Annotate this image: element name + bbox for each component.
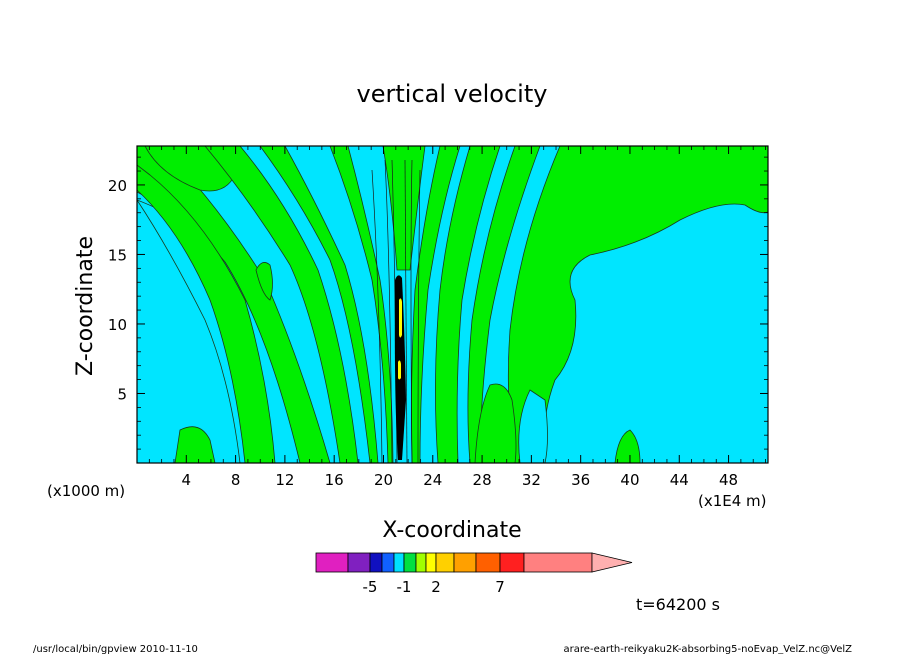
- region-lower-left: [174, 426, 216, 463]
- x-unit-right: (x1E4 m): [698, 492, 767, 510]
- region-right-wide: [507, 146, 768, 463]
- contour-field: [137, 146, 768, 463]
- x-tick-label: 40: [620, 471, 639, 489]
- time-label: t=64200 s: [636, 595, 720, 614]
- colorbar-label: 7: [495, 578, 505, 596]
- colorbar-segment: [499, 552, 525, 573]
- colorbar-label: -1: [397, 578, 412, 596]
- region-band-3: [259, 146, 379, 463]
- colorbar-segment: [403, 552, 417, 573]
- colorbar-segment: [393, 552, 405, 573]
- colorbar-segment: [453, 552, 477, 573]
- plot-frame: [136, 145, 769, 464]
- footer-right: arare-earth-reikyaku2K-absorbing5-noEvap…: [564, 644, 853, 654]
- region-core-upper: [382, 146, 426, 271]
- chart-title: vertical velocity: [357, 80, 548, 108]
- core-yellow: [399, 298, 402, 338]
- x-tick-label: 36: [571, 471, 590, 489]
- x-tick-label: 12: [275, 471, 294, 489]
- region-small-island: [255, 262, 273, 301]
- region-band-center-right: [411, 146, 461, 463]
- colorbar-segment: [381, 552, 395, 573]
- y-axis-label: Z-coordinate: [73, 236, 98, 376]
- positive-regions: [137, 146, 768, 463]
- x-tick-label: 20: [374, 471, 393, 489]
- colorbar: -5 -1 2 7: [315, 552, 633, 596]
- colorbar-segment: [425, 552, 437, 573]
- region-band-right-1: [435, 146, 501, 463]
- region-band-right-2: [467, 146, 541, 463]
- y-tick-label: 20: [108, 177, 127, 195]
- colorbar-segment: [475, 552, 501, 573]
- colorbar-segment: [435, 552, 455, 573]
- colorbar-segment: [369, 552, 383, 573]
- x-tick-label: 28: [473, 471, 492, 489]
- x-tick-label: 48: [719, 471, 738, 489]
- colorbar-arrow: [591, 552, 633, 573]
- colorbar-segment: [523, 552, 593, 573]
- region-lower-mid-blob: [474, 383, 517, 463]
- core-contour-lines: [371, 159, 421, 463]
- x-tick-label: 44: [670, 471, 689, 489]
- x-tick-label: 24: [423, 471, 442, 489]
- region-lower-right-blob: [614, 429, 641, 463]
- colorbar-label: 2: [431, 578, 441, 596]
- x-tick-label: 4: [182, 471, 192, 489]
- region-right-lower-blob: [518, 389, 548, 463]
- colorbar-segment: [315, 552, 349, 573]
- x-tick-label: 16: [325, 471, 344, 489]
- colorbar-segment: [415, 552, 427, 573]
- colorbar-segment: [347, 552, 371, 573]
- region-band-center-left: [329, 146, 394, 463]
- x-tick-label: 8: [231, 471, 241, 489]
- core-yellow-2: [398, 360, 401, 380]
- y-tick-label: 15: [108, 246, 127, 264]
- footer-left: /usr/local/bin/gpview 2010-11-10: [33, 644, 198, 654]
- y-tick-label: 10: [108, 316, 127, 334]
- region-band-2: [204, 146, 359, 463]
- x-tick-label: 32: [522, 471, 541, 489]
- y-tick-label: 5: [117, 385, 127, 403]
- colorbar-label: -5: [363, 578, 378, 596]
- x-unit-left: (x1000 m): [47, 482, 125, 500]
- x-axis-label: X-coordinate: [382, 518, 521, 543]
